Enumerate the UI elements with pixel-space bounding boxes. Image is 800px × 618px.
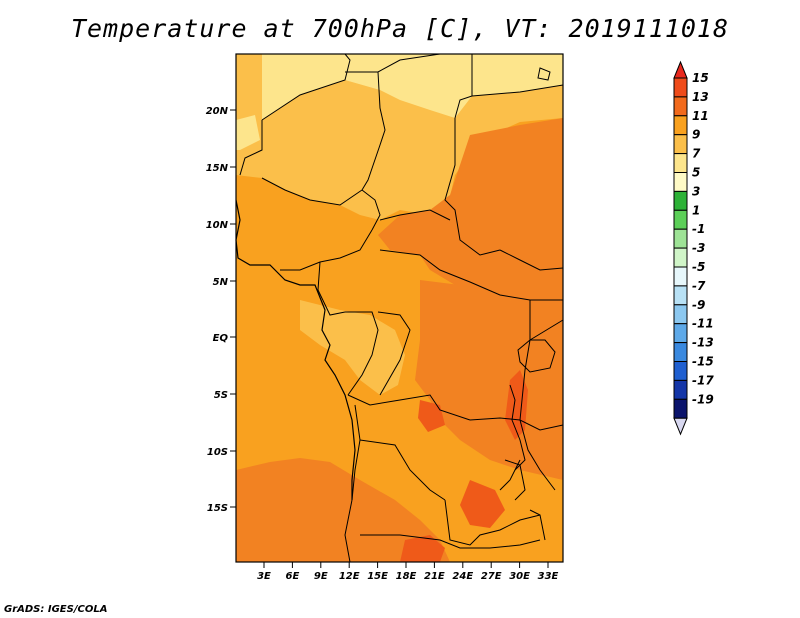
temp-region-11-sw	[236, 458, 450, 562]
colorbar-bottom-arrow	[673, 417, 688, 436]
colorbar-label: 11	[692, 109, 709, 123]
temp-region-13-a	[460, 480, 505, 528]
temperature-field	[236, 54, 563, 562]
colorbar-swatch	[673, 342, 688, 363]
lat-tick-label: 20N	[206, 106, 229, 117]
colorbar-swatch	[673, 209, 688, 230]
temp-region-13-b	[400, 535, 445, 562]
colorbar-swatch	[673, 77, 688, 98]
colorbar-label: -9	[692, 298, 705, 312]
lat-tick-label: EQ	[213, 333, 229, 344]
colorbar-label: -5	[692, 260, 705, 274]
lat-tick-label: 15N	[206, 163, 229, 174]
country-boundaries	[239, 53, 564, 563]
colorbar-swatch	[673, 304, 688, 325]
lat-tick-label: 5S	[214, 390, 228, 401]
lakes	[504, 67, 556, 541]
colorbar-swatch	[673, 266, 688, 287]
colorbar-swatch	[673, 247, 688, 268]
colorbar-swatch	[673, 228, 688, 249]
longitude-axis: 3E 6E 9E 12E 15E 18E 21E 24E 27E 30E 33E	[257, 562, 559, 582]
colorbar-label: -19	[692, 392, 714, 406]
temp-region-5	[262, 54, 563, 120]
colorbar-swatch	[673, 379, 688, 400]
lat-tick-label: 15S	[207, 503, 228, 514]
colorbar-swatch	[673, 285, 688, 306]
latitude-axis: 20N 15N 10N 5N EQ 5S 10S 15S	[206, 106, 236, 514]
coastline	[235, 199, 356, 500]
lat-tick-label: 10S	[207, 447, 228, 458]
colorbar-label: -13	[692, 336, 714, 350]
lat-tick-label: 5N	[213, 277, 229, 288]
lon-tick-label: 21E	[424, 571, 445, 582]
colorbar-label: 1	[692, 203, 700, 217]
temp-region-7-central	[300, 300, 405, 395]
grads-credit: GrADS: IGES/COLA	[4, 604, 108, 615]
lon-tick-label: 33E	[538, 571, 559, 582]
lon-tick-label: 6E	[286, 571, 300, 582]
plot-frame	[235, 53, 564, 563]
lon-tick-label: 9E	[314, 571, 328, 582]
temp-region-11-south	[415, 280, 563, 480]
colorbar-swatch	[673, 172, 688, 192]
lon-tick-label: 24E	[452, 571, 473, 582]
lon-tick-label: 12E	[339, 571, 360, 582]
colorbar-swatch	[673, 398, 688, 419]
colorbar-swatch	[673, 190, 688, 211]
colorbar-label: 13	[692, 90, 709, 104]
colorbar-label: 7	[692, 147, 701, 161]
colorbar-swatch	[673, 96, 688, 117]
colorbar-label: 9	[692, 128, 700, 142]
colorbar-label: 3	[692, 184, 700, 198]
colorbar-label: -3	[692, 241, 705, 255]
colorbar-label: -15	[692, 355, 714, 369]
colorbar-label: -1	[692, 222, 705, 236]
lat-tick-label: 10N	[206, 220, 229, 231]
colorbar-label: 15	[692, 71, 709, 85]
colorbar-label: 5	[692, 166, 700, 180]
colorbar-label: -17	[692, 373, 714, 387]
temp-region-11-mid	[378, 118, 563, 330]
colorbar-swatch	[673, 134, 688, 155]
lon-tick-label: 30E	[509, 571, 530, 582]
colorbar-swatch	[673, 361, 688, 381]
lon-tick-label: 15E	[367, 571, 388, 582]
colorbar-swatch	[673, 153, 688, 174]
colorbar-label: -11	[692, 317, 714, 331]
colorbar-swatch	[673, 323, 688, 344]
colorbar-top-arrow	[673, 60, 688, 79]
lon-tick-label: 3E	[257, 571, 271, 582]
lon-tick-label: 18E	[396, 571, 417, 582]
lon-tick-label: 27E	[481, 571, 502, 582]
colorbar-swatch	[673, 115, 688, 136]
temp-region-5b	[236, 115, 260, 150]
chart-title: Temperature at 700hPa [C], VT: 201911101…	[70, 14, 730, 43]
colorbar-label: -7	[692, 279, 706, 293]
colorbar: 15 13 11 9 7 5 3 1 -1 -3 -5 -7 -9 -11 -13 -15 -17 -19	[673, 60, 714, 436]
